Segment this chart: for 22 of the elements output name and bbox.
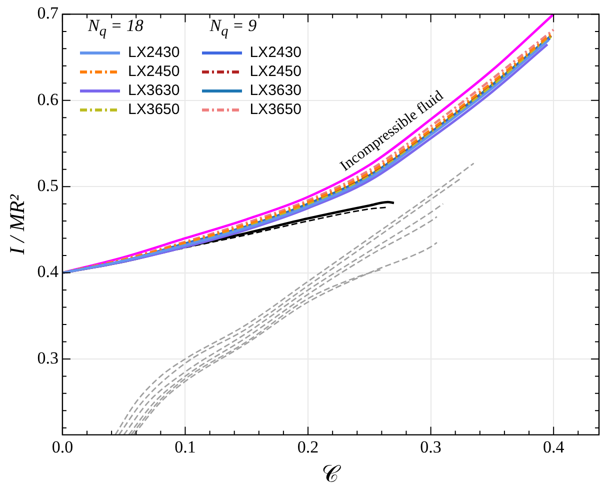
y-tick-label: 0.7 — [37, 4, 59, 23]
legend-label: LX3650 — [128, 101, 180, 118]
y-tick-label: 0.3 — [37, 348, 58, 368]
annotation: N$_{q}$ = 18 — [87, 16, 144, 40]
x-tick-label: 0.0 — [52, 437, 74, 456]
legend-label: LX3650 — [250, 101, 302, 118]
x-axis-title: 𝒞 — [322, 462, 342, 488]
legend-label: LX2430 — [250, 44, 302, 62]
x-tick-label: 0.3 — [420, 437, 442, 456]
y-tick-label: 0.6 — [37, 90, 58, 109]
legend-label: LX2450 — [250, 63, 302, 80]
x-tick-label: 0.2 — [297, 437, 319, 456]
annotation: N$_{q}$ = 9 — [208, 16, 258, 40]
y-axis-title: I / MR² — [5, 194, 30, 256]
legend-label: LX2450 — [128, 63, 180, 80]
x-tick-label: 0.1 — [174, 437, 196, 456]
legend-label: LX2430 — [128, 44, 180, 62]
y-tick-label: 0.4 — [37, 262, 59, 282]
legend-label: LX3630 — [128, 82, 180, 100]
legend-label: LX3630 — [250, 82, 302, 100]
x-tick-label: 0.4 — [542, 437, 565, 456]
y-tick-label: 0.5 — [37, 176, 58, 196]
